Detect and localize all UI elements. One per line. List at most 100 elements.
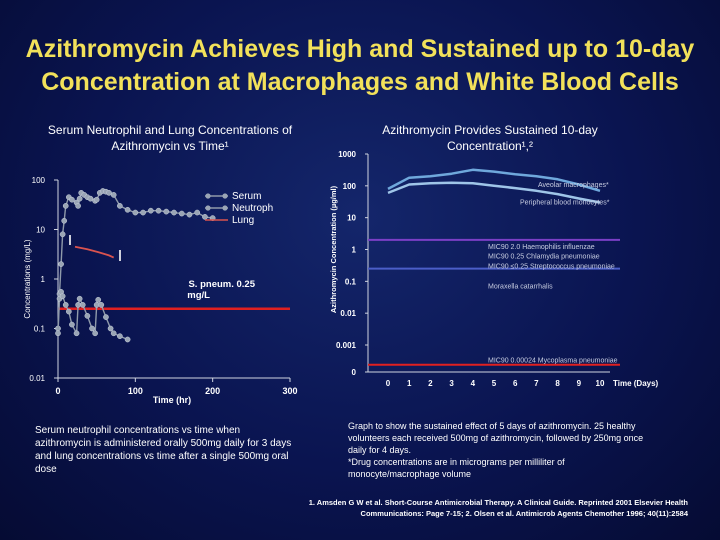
y-axis-title: Concentrations (mg/L) — [23, 239, 32, 318]
references: 1. Amsden G W et al. Short-Course Antimi… — [268, 497, 688, 519]
data-point — [93, 196, 100, 203]
series-label: Peripheral blood monocytes* — [520, 199, 610, 206]
x-tick-label: 100 — [128, 386, 143, 396]
right-note-line-2: *Drug concentrations are in micrograms p… — [348, 457, 565, 479]
reference-1: 1. Amsden G W et al. Short-Course Antimi… — [308, 498, 688, 507]
x-tick-label: 3 — [449, 379, 454, 388]
data-point — [98, 302, 105, 308]
y-tick-label: 0.1 — [34, 325, 46, 334]
right-subtitle-line-2: Concentration¹,² — [446, 139, 534, 153]
right-subtitle-line-1: Azithromycin Provides Sustained 10-day — [382, 123, 598, 137]
y-tick-label: 1 — [41, 275, 46, 284]
data-point — [178, 210, 185, 217]
data-point — [117, 333, 123, 340]
x-tick-label: 9 — [577, 379, 582, 388]
data-point — [79, 302, 86, 308]
data-point — [194, 209, 201, 216]
legend-marker — [205, 193, 211, 199]
data-point — [95, 296, 102, 303]
data-point — [140, 209, 146, 216]
data-point — [89, 325, 95, 332]
mic-label: MIC90 ≤0.25 Streptococcus pneumoniae — [488, 264, 615, 271]
x-tick-label: 0 — [55, 386, 60, 396]
data-point — [132, 209, 139, 216]
y-tick-label: 0.001 — [336, 341, 357, 350]
left-note: Serum neutrophil concentrations vs time … — [35, 425, 292, 475]
y-tick-label: 10 — [36, 226, 45, 235]
right-chart-subtitle: Azithromycin Provides Sustained 10-day C… — [355, 122, 625, 154]
data-point — [62, 203, 69, 209]
title-line-1: Azithromycin Achieves High and Sustained… — [25, 35, 695, 63]
data-point — [69, 196, 75, 203]
x-axis-title: Time (Days) — [613, 379, 659, 388]
data-point — [110, 330, 117, 337]
mic-label: MIC90 0.25 Chlamydia pneumoniae — [488, 254, 600, 261]
x-tick-label: 5 — [492, 379, 497, 388]
data-point — [58, 261, 64, 267]
x-tick-label: 4 — [471, 379, 476, 388]
data-point — [186, 211, 193, 218]
x-tick-label: 200 — [205, 386, 220, 396]
series-serum — [57, 289, 128, 341]
data-point — [124, 336, 131, 343]
data-point — [76, 295, 83, 302]
data-point — [55, 330, 61, 337]
data-point — [202, 214, 208, 220]
series-lung — [74, 245, 115, 259]
data-point — [61, 217, 68, 224]
x-tick-label: 10 — [596, 379, 605, 388]
threshold-label: S. pneum. 0.25 — [188, 279, 255, 290]
data-point — [103, 314, 109, 320]
data-point — [106, 190, 112, 196]
data-point — [87, 195, 94, 202]
left-subtitle-line-2: Azithromycin vs Time¹ — [111, 139, 229, 153]
data-point — [124, 206, 131, 213]
x-tick-label: 6 — [513, 379, 518, 388]
y-tick-label: 1 — [352, 246, 357, 255]
data-point — [155, 207, 162, 214]
left-chart: 0.01 0.1 1 10 100 0 100 200 300 Time (hr) Concentr… — [23, 176, 298, 405]
data-point — [163, 208, 170, 215]
y-tick-label: 0 — [352, 368, 357, 377]
data-point — [65, 308, 72, 315]
y-tick-label: 10 — [347, 214, 356, 223]
y-axis-title: Azithromycin Concentration (µg/ml) — [329, 185, 338, 313]
data-point — [110, 192, 117, 198]
y-tick-label: 100 — [32, 176, 46, 185]
series-line — [387, 181, 601, 204]
x-tick-label: 7 — [534, 379, 539, 388]
left-chart-subtitle: Serum Neutrophil and Lung Concentrations… — [20, 122, 320, 154]
data-point — [171, 209, 177, 216]
x-tick-label: 0 — [386, 379, 391, 388]
reference-2: Communications: Page 7-15; 2. Olsen et a… — [360, 509, 688, 518]
data-point — [75, 203, 81, 209]
left-subtitle-line-1: Serum Neutrophil and Lung Concentrations… — [47, 123, 293, 137]
threshold-unit: mg/L — [187, 290, 210, 301]
mic-label: MIC90 0.00024 Mycoplasma pneumoniae — [488, 358, 618, 365]
slide-title: Azithromycin Achieves High and Sustained… — [20, 33, 700, 99]
series-line — [387, 168, 601, 192]
data-point — [59, 293, 66, 300]
data-point — [107, 325, 114, 332]
y-tick-label: 0.01 — [340, 309, 356, 318]
legend-label: Lung — [232, 215, 254, 226]
data-point — [59, 231, 66, 238]
y-tick-label: 100 — [343, 182, 357, 191]
x-tick-label: 1 — [407, 379, 412, 388]
series-label: Aveolar macrophages* — [538, 182, 609, 189]
x-tick-label: 2 — [428, 379, 433, 388]
mic-label: MIC90 2.0 Haemophilis influenzae — [488, 244, 595, 251]
right-note-line-1: Graph to show the sustained effect of 5 … — [348, 421, 644, 455]
y-tick-label: 0.1 — [345, 277, 357, 286]
x-tick-label: 8 — [555, 379, 560, 388]
title-line-2: Concentration at Macrophages and White B… — [41, 68, 679, 96]
data-point — [92, 330, 98, 337]
x-axis-title: Time (hr) — [153, 395, 191, 405]
right-chart: 0 0.001 0.01 0.1 1 10 100 1000 0 1 2 3 4 5 6 7 8 9 10 Time … — [329, 150, 659, 388]
mic-label: Moraxella catarrhalis — [488, 284, 553, 291]
y-tick-label: 0.01 — [29, 374, 45, 383]
data-point — [73, 330, 80, 337]
legend-marker — [222, 205, 228, 211]
legend-label: Serum — [232, 191, 261, 202]
data-point — [117, 203, 123, 209]
